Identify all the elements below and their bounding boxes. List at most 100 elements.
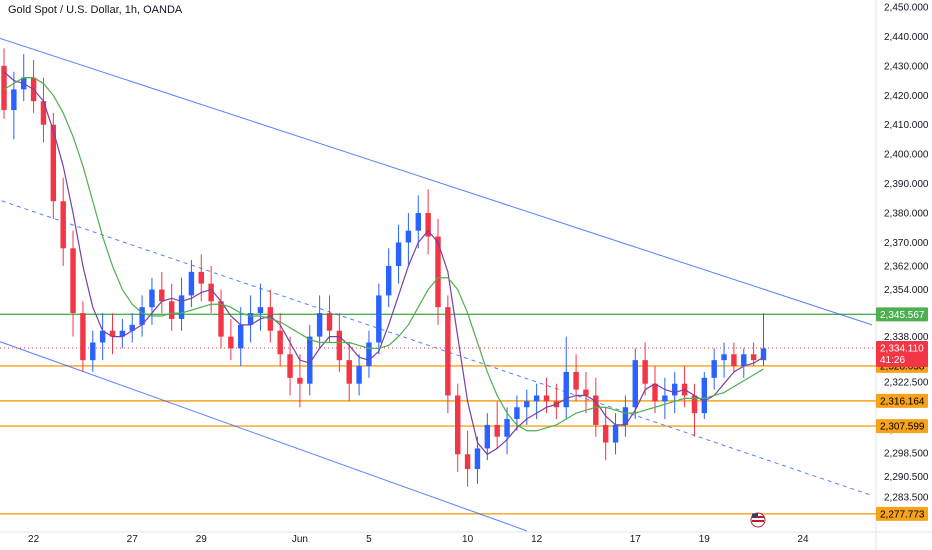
candle[interactable] [218,289,224,349]
candle[interactable] [662,377,668,420]
candle-body [188,271,195,296]
candle[interactable] [731,342,737,372]
candle[interactable] [159,271,165,314]
x-tick-label: Jun [292,534,308,545]
level-price-badge [876,419,928,434]
candle[interactable] [741,348,747,378]
candle[interactable] [257,283,264,331]
candle[interactable] [455,383,461,472]
candle-body [149,289,155,308]
candle[interactable] [405,213,412,266]
candle-body [741,354,747,367]
level-price-label: 2,307.599 [880,422,925,433]
candle[interactable] [316,295,323,349]
candle[interactable] [494,401,500,449]
y-tick-label: 2,400.000 [884,150,929,161]
candle-body [435,236,441,308]
y-tick-label: 2,420.000 [884,91,929,102]
channel-line[interactable] [0,198,873,497]
candle[interactable] [90,330,96,372]
candle[interactable] [464,430,471,487]
candle[interactable] [139,295,145,337]
candle-body [50,124,57,202]
candle-body [139,307,145,325]
y-tick-label: 2,362.000 [884,261,929,272]
candle[interactable] [238,307,244,367]
candle-body [533,395,540,402]
candle[interactable] [346,342,352,402]
candle[interactable] [119,318,126,349]
candle[interactable] [228,318,234,361]
candle-body [455,395,461,455]
candle[interactable] [70,230,76,337]
candle[interactable] [622,395,629,437]
y-tick-label: 2,354.000 [884,285,929,296]
candle[interactable] [563,336,569,420]
candle[interactable] [287,336,293,396]
candle-body [425,213,431,237]
candle[interactable] [652,366,658,414]
moving-average-line [3,77,764,432]
candle-body [168,301,175,319]
candle-body [208,283,214,302]
candle[interactable] [701,371,708,420]
candle[interactable] [573,354,579,402]
x-tick-label: 27 [127,534,139,545]
level-price-badge [876,393,928,408]
candle[interactable] [60,177,66,266]
candle[interactable] [129,313,135,343]
candle-body [109,330,116,337]
candle[interactable] [474,436,481,484]
candle[interactable] [504,407,510,455]
candle[interactable] [750,342,757,367]
candle[interactable] [99,313,106,361]
candle-body [1,65,7,111]
candle[interactable] [395,224,402,284]
candle[interactable] [711,348,717,390]
candle[interactable] [40,77,47,143]
candle[interactable] [198,254,204,302]
candle[interactable] [632,348,638,420]
candle[interactable] [356,354,362,396]
candle[interactable] [326,295,333,343]
candle[interactable] [307,324,313,396]
candle-body [405,230,412,243]
candle[interactable] [445,295,451,414]
candle[interactable] [612,413,619,455]
channel-line[interactable] [0,36,873,326]
candle-body [366,342,372,367]
candle-body [652,383,658,402]
candle[interactable] [435,218,441,325]
candle[interactable] [425,189,431,255]
candle[interactable] [188,260,195,308]
candle[interactable] [297,354,303,408]
x-tick-label: 10 [462,534,474,545]
candle[interactable] [376,283,382,355]
candle[interactable] [149,277,155,325]
candle-body [602,424,609,443]
candle[interactable] [484,413,491,461]
candle[interactable] [642,342,648,396]
candle[interactable] [247,295,254,343]
candle[interactable] [415,195,421,249]
candle-body [297,377,303,384]
candle-body [277,330,283,355]
candle-body [356,366,362,384]
candle[interactable] [109,313,116,355]
candle[interactable] [385,248,392,308]
candle[interactable] [168,283,175,331]
candle[interactable] [178,277,185,331]
candle-body [711,360,717,378]
candle[interactable] [80,301,86,372]
candle[interactable] [691,383,698,437]
candle[interactable] [583,371,589,414]
candle[interactable] [366,330,372,378]
candle[interactable] [721,342,727,378]
candle[interactable] [1,48,7,119]
candle-body [642,360,648,384]
us-flag-icon[interactable] [750,512,766,528]
current-price-label: 2,334.110 [880,344,924,355]
candle[interactable] [30,59,37,113]
